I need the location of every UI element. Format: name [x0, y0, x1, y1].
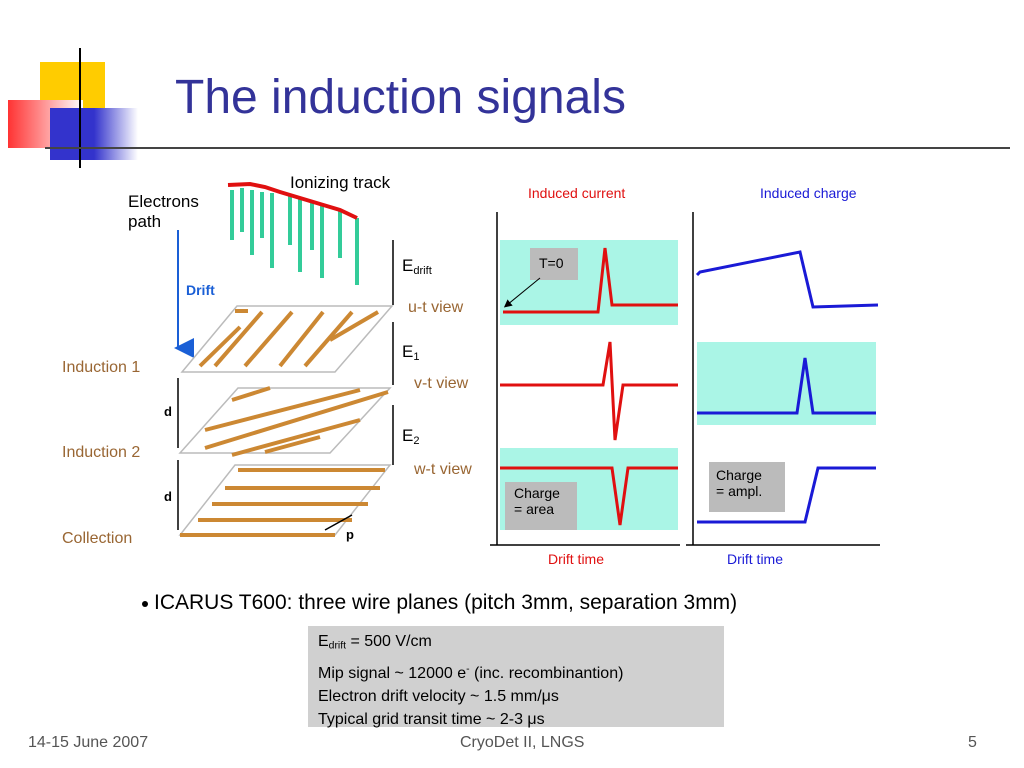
electron-paths: [230, 188, 359, 285]
info-symbol: E: [318, 633, 329, 650]
pitch-label: p: [346, 527, 354, 542]
field-symbol: E: [402, 256, 414, 275]
field-subscript: 1: [413, 350, 420, 363]
footer-event: CryoDet II, LNGS: [460, 734, 585, 751]
field-label: E2: [402, 426, 420, 447]
info-line: Electron drift velocity ~ 1.5 mm/μs: [318, 687, 559, 705]
bullet-dot: [142, 601, 148, 607]
electrons-label-line: Electrons: [128, 192, 199, 211]
info-box: [308, 626, 724, 727]
plane-label: Induction 2: [62, 444, 141, 461]
footer-page: 5: [968, 734, 977, 751]
plane-label: Collection: [62, 530, 133, 547]
field-label: Edrift: [402, 256, 432, 277]
t0-label: T=0: [539, 255, 564, 271]
note-boxes: [505, 248, 785, 530]
t0-pointer: [503, 277, 541, 308]
gap-label: d: [164, 404, 172, 419]
view-label: v-t view: [414, 375, 469, 392]
signal-axes: [490, 212, 880, 546]
field-symbol: E: [402, 342, 414, 361]
wire-planes: [178, 305, 394, 536]
electrons-label: Electrons path: [128, 192, 199, 231]
electrons-label-line: path: [128, 211, 162, 231]
track-label: Ionizing track: [290, 173, 391, 192]
info-subscript: drift: [328, 640, 346, 652]
current-xlabel: Drift time: [548, 551, 604, 567]
ionizing-track: [227, 181, 358, 220]
info-text-part: (inc. recombinantion): [469, 664, 624, 682]
info-line: Edrift = 500 V/cm: [318, 630, 623, 658]
plane-label: Induction 1: [62, 359, 141, 376]
charge-signals: [695, 250, 879, 524]
note-line: Charge: [514, 485, 560, 501]
info-line: Mip signal ~ 12000 e- (inc. recombinanti…: [318, 658, 623, 685]
info-text-part: Mip signal ~ 12000 e: [318, 664, 467, 682]
field-symbol: E: [402, 426, 414, 445]
info-superscript: -: [466, 663, 470, 675]
view-label: u-t view: [408, 299, 464, 316]
logo: [8, 48, 138, 168]
info-text-part: = 500 V/cm: [346, 633, 432, 650]
dimension-lines: [177, 240, 394, 531]
footer-date: 14-15 June 2007: [28, 734, 149, 751]
wires: [180, 309, 389, 537]
title: The induction signals: [175, 71, 626, 124]
info-line: Typical grid transit time ~ 2-3 μs: [318, 710, 545, 728]
field-subscript: 2: [413, 434, 420, 447]
field-subscript: drift: [413, 264, 432, 277]
info-text: Edrift = 500 V/cm Mip signal ~ 12000 e- …: [318, 630, 623, 731]
charge-ampl-note: Charge = ampl.: [716, 467, 762, 499]
bullet-text: ICARUS T600: three wire planes (pitch 3m…: [154, 591, 738, 614]
gap-label: d: [164, 489, 172, 504]
note-line: = ampl.: [716, 483, 763, 500]
note-line: Charge: [716, 467, 762, 483]
current-title: Induced current: [528, 185, 626, 201]
charge-area-note: Charge = area: [514, 485, 560, 517]
field-label: E1: [402, 342, 420, 363]
charge-xlabel: Drift time: [727, 551, 783, 567]
current-signals: [500, 247, 678, 526]
note-line: = area: [514, 501, 555, 518]
view-label: w-t view: [414, 461, 472, 478]
drift-label: Drift: [186, 282, 215, 298]
charge-title: Induced charge: [760, 185, 857, 201]
